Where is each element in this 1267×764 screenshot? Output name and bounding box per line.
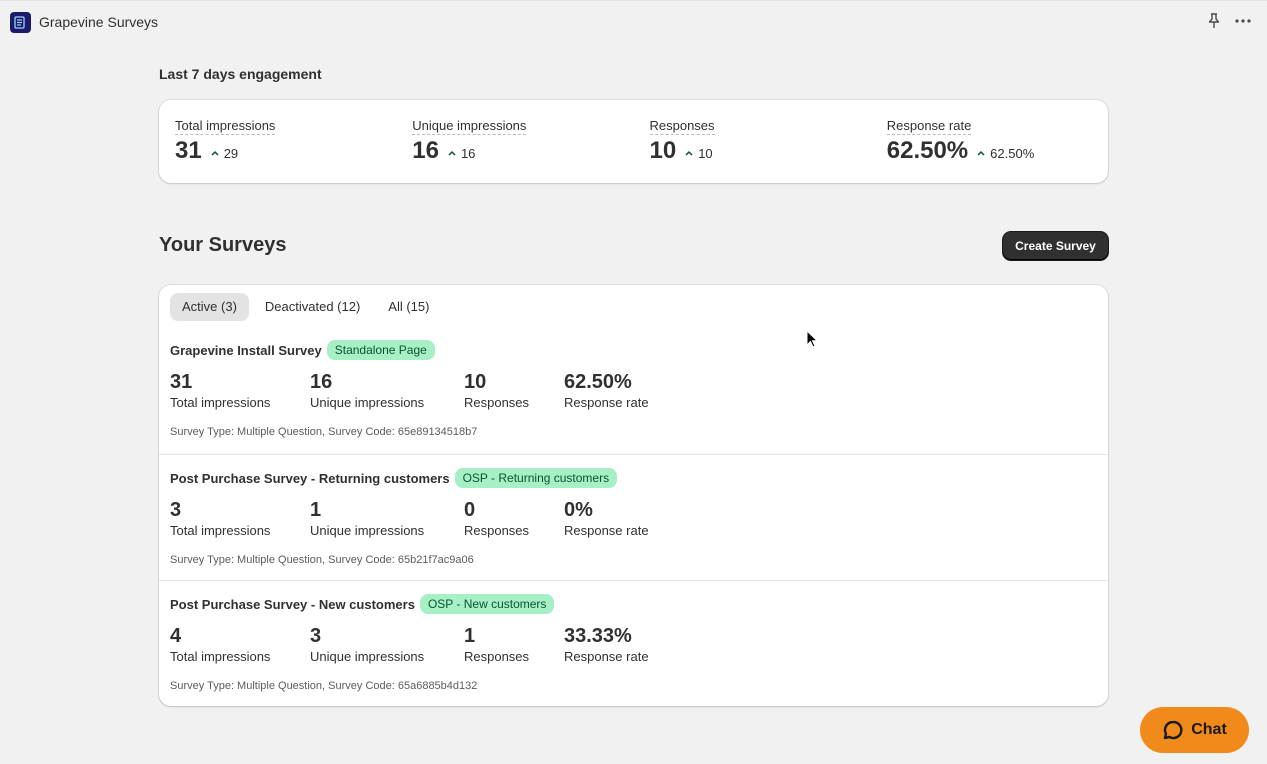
survey-badge: OSP - Returning customers bbox=[454, 468, 618, 488]
metric-trend: 16 bbox=[447, 146, 475, 161]
tab-all[interactable]: All (15) bbox=[388, 299, 430, 314]
stat-label: Unique impressions bbox=[310, 649, 425, 664]
pin-icon[interactable] bbox=[1207, 13, 1221, 29]
survey-meta: Survey Type: Multiple Question, Survey C… bbox=[170, 554, 474, 566]
surveys-card: Active (3) Deactivated (12) All (15) Gra… bbox=[159, 285, 1108, 706]
top-bar: Grapevine Surveys bbox=[0, 0, 1267, 43]
metric-response-rate: Response rate 62.50% 62.50% bbox=[871, 100, 1108, 183]
survey-item[interactable]: Grapevine Install Survey Standalone Page… bbox=[159, 340, 1108, 438]
survey-item[interactable]: Post Purchase Survey - Returning custome… bbox=[159, 454, 1108, 566]
stat-label: Total impressions bbox=[170, 395, 271, 410]
arrow-up-icon bbox=[211, 150, 219, 156]
metric-value: 31 bbox=[175, 137, 202, 164]
metric-label[interactable]: Total impressions bbox=[175, 118, 276, 135]
stat-value: 3 bbox=[170, 499, 182, 521]
chat-button[interactable]: Chat bbox=[1140, 707, 1249, 753]
metric-label[interactable]: Response rate bbox=[886, 118, 972, 135]
stat-value: 31 bbox=[170, 371, 193, 393]
metric-value: 62.50% bbox=[886, 137, 969, 164]
tab-active[interactable]: Active (3) bbox=[170, 293, 249, 321]
arrow-up-icon bbox=[977, 150, 985, 156]
chat-bubble-icon bbox=[1164, 720, 1183, 740]
survey-badge: OSP - New customers bbox=[419, 594, 555, 614]
stat-label: Total impressions bbox=[170, 649, 271, 664]
stat-value: 16 bbox=[310, 371, 333, 393]
stat-label: Responses bbox=[464, 523, 530, 538]
arrow-up-icon bbox=[685, 150, 693, 156]
survey-meta: Survey Type: Multiple Question, Survey C… bbox=[170, 426, 478, 438]
mouse-cursor-icon bbox=[806, 330, 818, 348]
metric-responses: Responses 10 10 bbox=[634, 100, 871, 183]
survey-name: Post Purchase Survey - New customers bbox=[170, 596, 415, 612]
survey-item[interactable]: Post Purchase Survey - New customers OSP… bbox=[159, 580, 1108, 692]
metric-value: 16 bbox=[412, 137, 439, 164]
metric-trend: 10 bbox=[684, 145, 713, 161]
stat-label: Response rate bbox=[564, 649, 649, 664]
engagement-card: Total impressions 31 29 Unique impressio… bbox=[159, 100, 1108, 183]
engagement-title: Last 7 days engagement bbox=[159, 66, 322, 82]
stat-label: Response rate bbox=[564, 523, 649, 538]
chat-label: Chat bbox=[1191, 721, 1227, 738]
surveys-title: Your Surveys bbox=[159, 234, 287, 256]
metric-label[interactable]: Unique impressions bbox=[412, 118, 527, 135]
stat-value: 33.33% bbox=[564, 625, 632, 647]
stat-label: Responses bbox=[464, 395, 530, 410]
metric-trend-value: 16 bbox=[460, 145, 476, 161]
arrow-up-icon bbox=[448, 150, 456, 156]
stat-label: Total impressions bbox=[170, 523, 271, 538]
tab-deactivated[interactable]: Deactivated (12) bbox=[264, 299, 361, 314]
stat-label: Unique impressions bbox=[310, 523, 425, 538]
stat-label: Responses bbox=[464, 649, 530, 664]
survey-tabs: Active (3) Deactivated (12) All (15) bbox=[159, 285, 1108, 329]
stat-value: 62.50% bbox=[564, 371, 632, 393]
metric-unique-impressions: Unique impressions 16 16 bbox=[396, 100, 633, 183]
stat-label: Response rate bbox=[564, 395, 649, 410]
metric-trend-value: 29 bbox=[223, 145, 239, 161]
survey-badge: Standalone Page bbox=[326, 340, 435, 360]
stat-value: 4 bbox=[170, 625, 182, 647]
stat-value: 0 bbox=[464, 499, 476, 521]
stat-value: 1 bbox=[464, 625, 476, 647]
stat-value: 10 bbox=[464, 371, 487, 393]
metric-total-impressions: Total impressions 31 29 bbox=[159, 100, 396, 183]
stat-label: Unique impressions bbox=[310, 395, 425, 410]
metric-trend-value: 62.50% bbox=[990, 145, 1035, 161]
metric-value: 10 bbox=[649, 137, 677, 164]
survey-meta: Survey Type: Multiple Question, Survey C… bbox=[170, 680, 478, 692]
create-survey-button[interactable]: Create Survey bbox=[1003, 232, 1108, 260]
stat-value: 0% bbox=[564, 499, 593, 521]
metric-label[interactable]: Responses bbox=[649, 118, 715, 135]
survey-name: Grapevine Install Survey bbox=[170, 342, 322, 358]
metric-trend-value: 10 bbox=[698, 145, 713, 161]
metric-trend: 62.50% bbox=[976, 146, 1034, 161]
metric-trend: 29 bbox=[210, 146, 238, 161]
more-options-icon[interactable] bbox=[1235, 19, 1251, 23]
survey-name: Post Purchase Survey - Returning custome… bbox=[170, 470, 450, 486]
app-logo-icon bbox=[10, 11, 31, 33]
stat-value: 3 bbox=[310, 625, 322, 647]
app-title: Grapevine Surveys bbox=[39, 14, 159, 30]
stat-value: 1 bbox=[310, 499, 322, 521]
